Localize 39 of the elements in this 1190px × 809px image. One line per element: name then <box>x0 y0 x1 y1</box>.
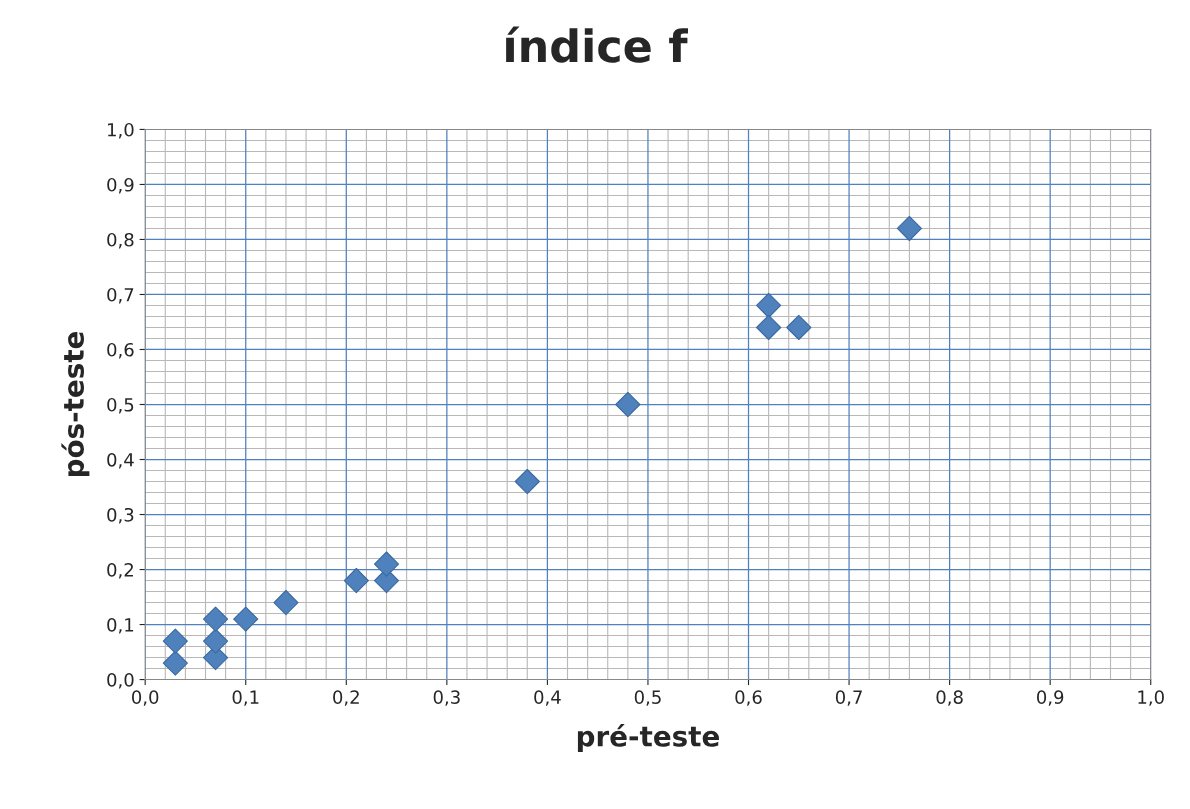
x-tick-label: 0,9 <box>1037 690 1064 706</box>
x-tick-label: 0,6 <box>735 690 762 706</box>
point <box>896 215 922 242</box>
x-tick-label: 1,0 <box>1138 690 1164 706</box>
y-tick-label: 0,3 <box>107 507 134 524</box>
point <box>615 391 641 418</box>
point <box>202 628 229 654</box>
point <box>162 650 188 676</box>
y-tick-label: 0,1 <box>107 618 134 634</box>
y-tick-label: 0,0 <box>107 673 134 689</box>
point <box>273 589 299 616</box>
x-tick-label: 0,0 <box>132 690 159 706</box>
y-axis-title: pós-teste <box>61 331 90 477</box>
point <box>514 468 540 495</box>
x-tick-label: 0,2 <box>333 690 359 706</box>
point <box>202 606 229 632</box>
x-axis-title: pré-teste <box>577 724 719 753</box>
y-tick-label: 0,8 <box>107 232 134 249</box>
y-tick-label: 0,7 <box>107 287 134 304</box>
point <box>786 314 812 341</box>
y-tick-label: 1,0 <box>108 122 134 139</box>
point <box>373 551 400 577</box>
x-tick-label: 0,8 <box>936 690 963 706</box>
y-tick-label: 0,2 <box>107 563 133 579</box>
chart-title: índice f <box>506 26 688 63</box>
x-tick-label: 0,3 <box>433 690 460 706</box>
point <box>343 567 369 594</box>
x-tick-label: 0,5 <box>634 690 661 706</box>
point <box>162 628 188 654</box>
point <box>756 314 782 341</box>
y-tick-label: 0,6 <box>107 342 134 359</box>
point <box>233 606 259 632</box>
y-tick-label: 0,5 <box>107 397 134 414</box>
x-tick-label: 0,1 <box>232 690 259 706</box>
y-tick-label: 0,4 <box>107 452 134 469</box>
point <box>756 292 782 319</box>
x-tick-label: 0,4 <box>534 690 561 706</box>
x-tick-label: 0,7 <box>835 690 862 706</box>
y-tick-label: 0,9 <box>107 177 134 194</box>
